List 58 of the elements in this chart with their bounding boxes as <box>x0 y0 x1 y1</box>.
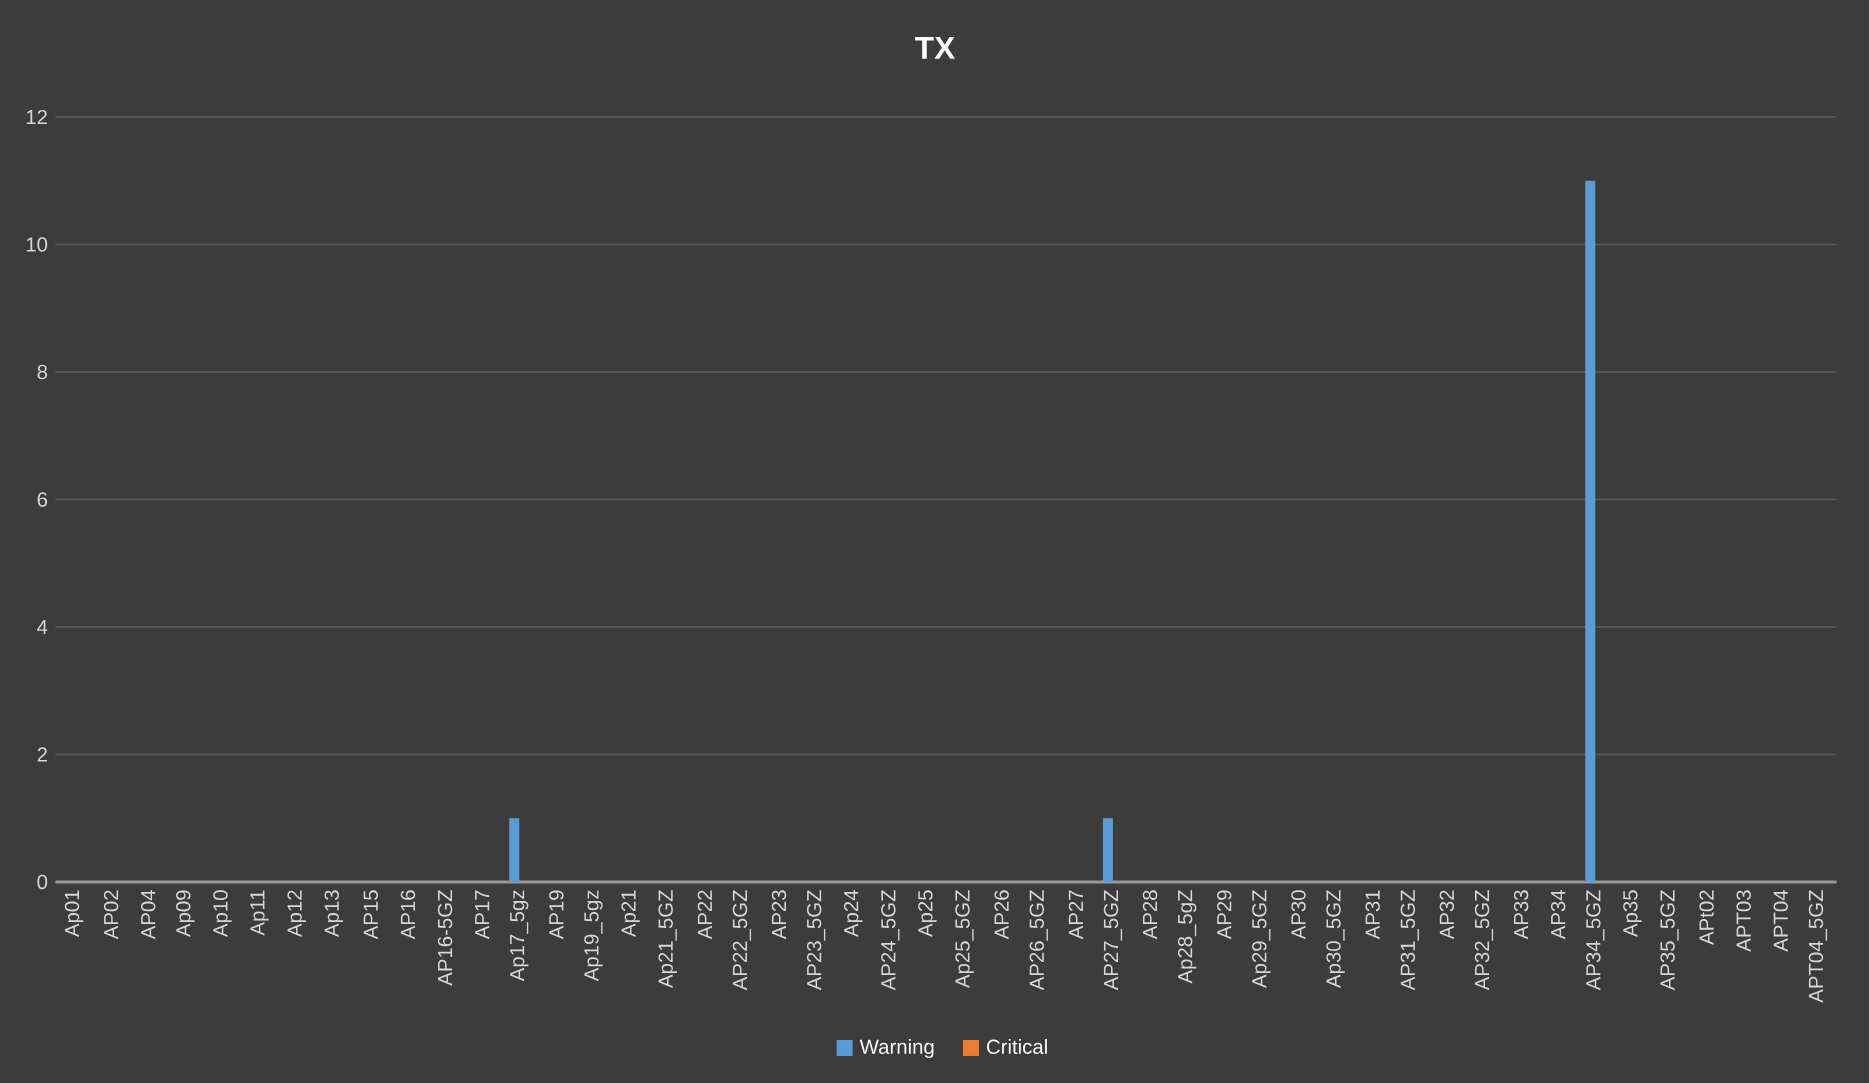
x-tick-label: AP22 <box>697 890 712 940</box>
x-tick-label: AP34 <box>1550 890 1566 940</box>
legend-label: Critical <box>987 1039 1047 1055</box>
x-tick-label: AP34_5GZ <box>1586 890 1605 991</box>
x-tick-label: AP26_5GZ <box>1029 890 1048 991</box>
x-tick-label: Ap24 <box>843 890 863 938</box>
x-tick-label: AP04 <box>141 890 156 940</box>
x-tick-label: AP23_5GZ <box>806 890 826 991</box>
x-tick-label: APT04 <box>1773 890 1789 952</box>
x-tick-label: Ap10 <box>213 890 232 938</box>
x-tick-label: AP32 <box>1439 890 1455 940</box>
x-tick-label: Ap11 <box>250 890 269 936</box>
x-tick-label: Ap25 <box>918 890 937 938</box>
x-tick-label: AP23 <box>771 890 787 940</box>
x-tick-label: APT03 <box>1736 890 1751 952</box>
y-tick-label: 0 <box>37 874 48 890</box>
x-tick-label: AP16-5GZ <box>437 890 453 986</box>
x-tick-label: AP02 <box>103 890 119 940</box>
x-tick-label: AP19 <box>549 890 564 940</box>
x-tick-label: Ap01 <box>64 890 84 938</box>
x-tick-label: AP26 <box>994 890 1009 940</box>
y-tick-label: 2 <box>37 747 47 762</box>
x-tick-label: AP33 <box>1513 890 1529 940</box>
x-tick-label: AP30 <box>1291 890 1306 940</box>
x-tick-label: AP35_5GZ <box>1660 890 1679 991</box>
x-tick-label: Ap21 <box>621 890 640 938</box>
x-tick-label: AP17 <box>475 890 490 940</box>
x-tick-label: Ap30_5GZ <box>1326 890 1345 989</box>
x-tick-label: APT04_5GZ <box>1808 890 1828 1003</box>
x-tick-label: AP16 <box>400 890 416 940</box>
y-tick-label: 4 <box>37 619 48 635</box>
x-tick-label: AP29 <box>1217 890 1232 940</box>
x-tick-label: Ap17_5gz <box>510 890 529 982</box>
x-tick-label: Ap21_5GZ <box>658 890 677 989</box>
x-tick-label: Ap28_5gZ <box>1177 890 1197 984</box>
x-tick-label: Ap09 <box>176 890 195 938</box>
y-tick-label: 8 <box>37 364 48 380</box>
x-tick-label: Ap12 <box>287 890 306 938</box>
x-tick-label: Ap19_5gz <box>584 890 603 982</box>
x-tick-label: AP32_5GZ <box>1474 890 1494 991</box>
x-tick-label: AP27_5GZ <box>1103 890 1123 991</box>
y-tick-label: 10 <box>26 237 48 252</box>
chart-title: TX <box>915 37 955 59</box>
legend-label: Warning <box>859 1039 934 1059</box>
x-tick-label: AP31 <box>1365 890 1380 940</box>
x-tick-label: Ap13 <box>324 890 343 938</box>
x-tick-label: Ap25_5GZ <box>955 890 974 989</box>
y-tick-label: 12 <box>26 109 47 125</box>
x-tick-label: AP24_5GZ <box>881 890 900 991</box>
y-tick-label: 6 <box>37 492 48 507</box>
x-tick-label: AP27 <box>1068 890 1083 940</box>
x-tick-label: AP22_5GZ <box>732 890 752 991</box>
x-tick-label: Ap29_5GZ <box>1252 890 1271 989</box>
x-tick-label: APt02 <box>1699 890 1714 945</box>
x-tick-label: AP31_5GZ <box>1400 890 1419 991</box>
x-tick-label: Ap35 <box>1623 890 1642 938</box>
x-tick-label: AP15 <box>363 890 378 940</box>
x-tick-label: AP28 <box>1142 890 1158 940</box>
